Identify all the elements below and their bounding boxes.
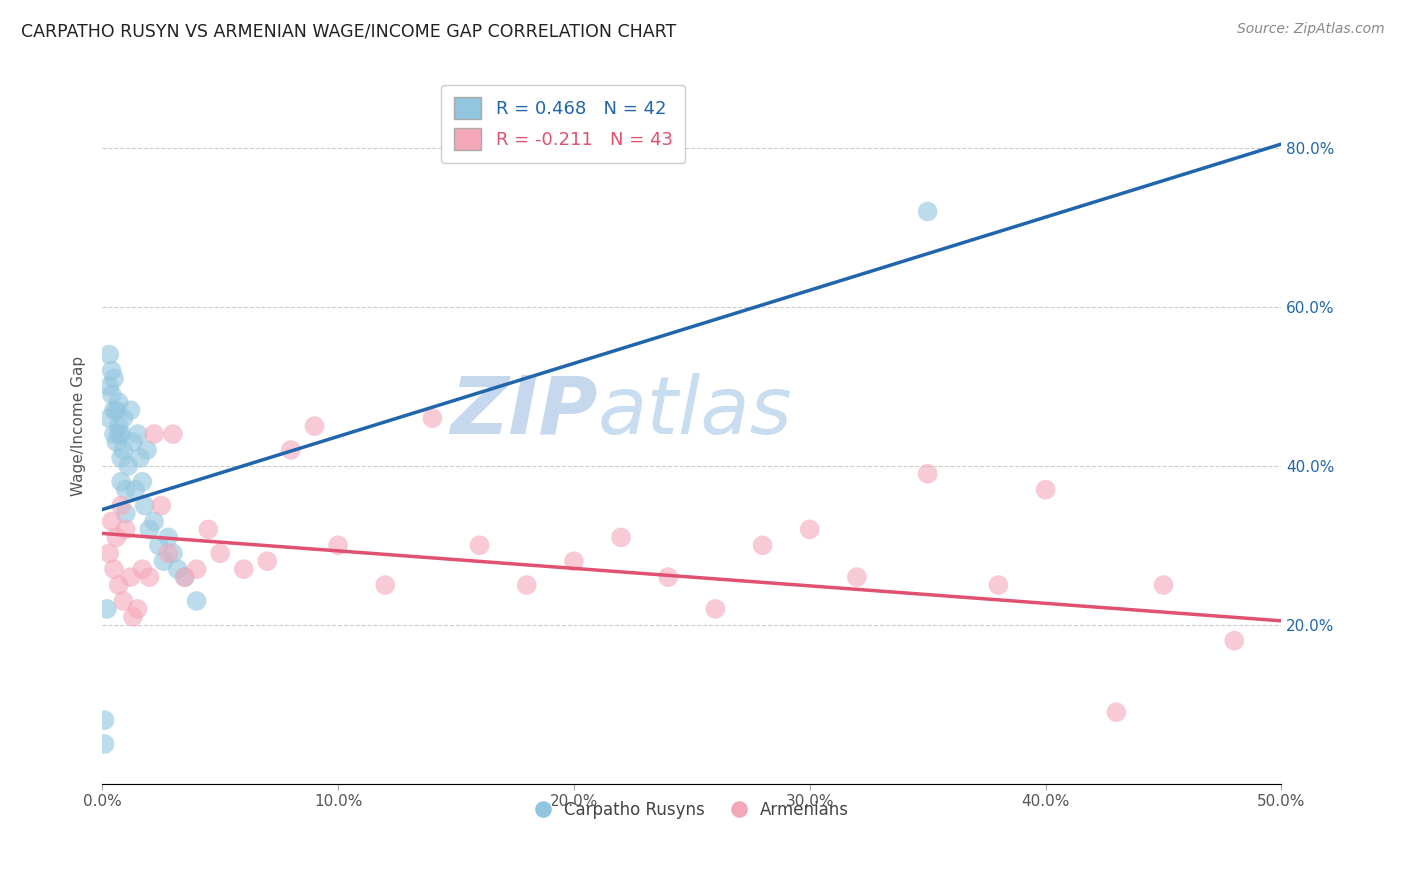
Point [657, 570, 679, 584]
Point [127, 427, 149, 442]
Point [93, 737, 115, 751]
Point [98, 546, 121, 560]
Point [136, 442, 159, 457]
Point [131, 475, 153, 489]
Point [107, 427, 129, 442]
Point [114, 523, 136, 537]
Legend: Carpatho Rusyns, Armenians: Carpatho Rusyns, Armenians [527, 794, 856, 825]
Point [162, 427, 184, 442]
Point [987, 578, 1010, 592]
Point [1223, 633, 1246, 648]
Point [114, 507, 136, 521]
Point [107, 419, 129, 434]
Point [917, 467, 939, 481]
Point [107, 578, 129, 592]
Point [516, 578, 538, 592]
Point [122, 435, 145, 450]
Point [138, 570, 160, 584]
Point [124, 483, 146, 497]
Point [148, 538, 170, 552]
Text: Source: ZipAtlas.com: Source: ZipAtlas.com [1237, 22, 1385, 37]
Point [103, 403, 125, 417]
Point [166, 562, 188, 576]
Point [98, 379, 121, 393]
Text: ZIP: ZIP [450, 373, 598, 450]
Point [422, 411, 444, 425]
Text: CARPATHO RUSYN VS ARMENIAN WAGE/INCOME GAP CORRELATION CHART: CARPATHO RUSYN VS ARMENIAN WAGE/INCOME G… [21, 22, 676, 40]
Point [152, 554, 174, 568]
Point [100, 387, 122, 401]
Point [105, 403, 128, 417]
Point [150, 499, 173, 513]
Point [256, 554, 278, 568]
Point [110, 450, 132, 465]
Point [232, 562, 254, 576]
Point [129, 450, 152, 465]
Point [173, 570, 195, 584]
Point [610, 530, 633, 544]
Point [134, 499, 156, 513]
Point [845, 570, 868, 584]
Point [704, 602, 727, 616]
Point [93, 713, 115, 727]
Point [100, 515, 122, 529]
Point [917, 204, 939, 219]
Point [107, 395, 129, 409]
Point [157, 546, 180, 560]
Point [374, 578, 396, 592]
Point [173, 570, 195, 584]
Point [1105, 705, 1128, 719]
Point [105, 435, 128, 450]
Point [157, 530, 180, 544]
Point [105, 530, 128, 544]
Point [110, 499, 132, 513]
Point [143, 427, 166, 442]
Point [103, 371, 125, 385]
Point [103, 427, 125, 442]
Point [751, 538, 773, 552]
Point [110, 427, 132, 442]
Point [127, 602, 149, 616]
Point [112, 442, 135, 457]
Text: atlas: atlas [598, 373, 792, 450]
Point [143, 515, 166, 529]
Point [98, 348, 121, 362]
Point [110, 475, 132, 489]
Point [98, 411, 121, 425]
Point [114, 483, 136, 497]
Point [117, 458, 139, 473]
Point [186, 594, 208, 608]
Point [197, 523, 219, 537]
Point [1035, 483, 1057, 497]
Point [304, 419, 326, 434]
Point [122, 610, 145, 624]
Point [96, 602, 118, 616]
Point [562, 554, 585, 568]
Point [186, 562, 208, 576]
Point [162, 546, 184, 560]
Point [131, 562, 153, 576]
Y-axis label: Wage/Income Gap: Wage/Income Gap [72, 356, 86, 496]
Point [326, 538, 349, 552]
Point [799, 523, 821, 537]
Point [209, 546, 232, 560]
Point [1153, 578, 1175, 592]
Point [468, 538, 491, 552]
Point [138, 523, 160, 537]
Point [112, 411, 135, 425]
Point [120, 570, 142, 584]
Point [120, 403, 142, 417]
Point [280, 442, 302, 457]
Point [112, 594, 135, 608]
Point [103, 562, 125, 576]
Point [100, 363, 122, 377]
